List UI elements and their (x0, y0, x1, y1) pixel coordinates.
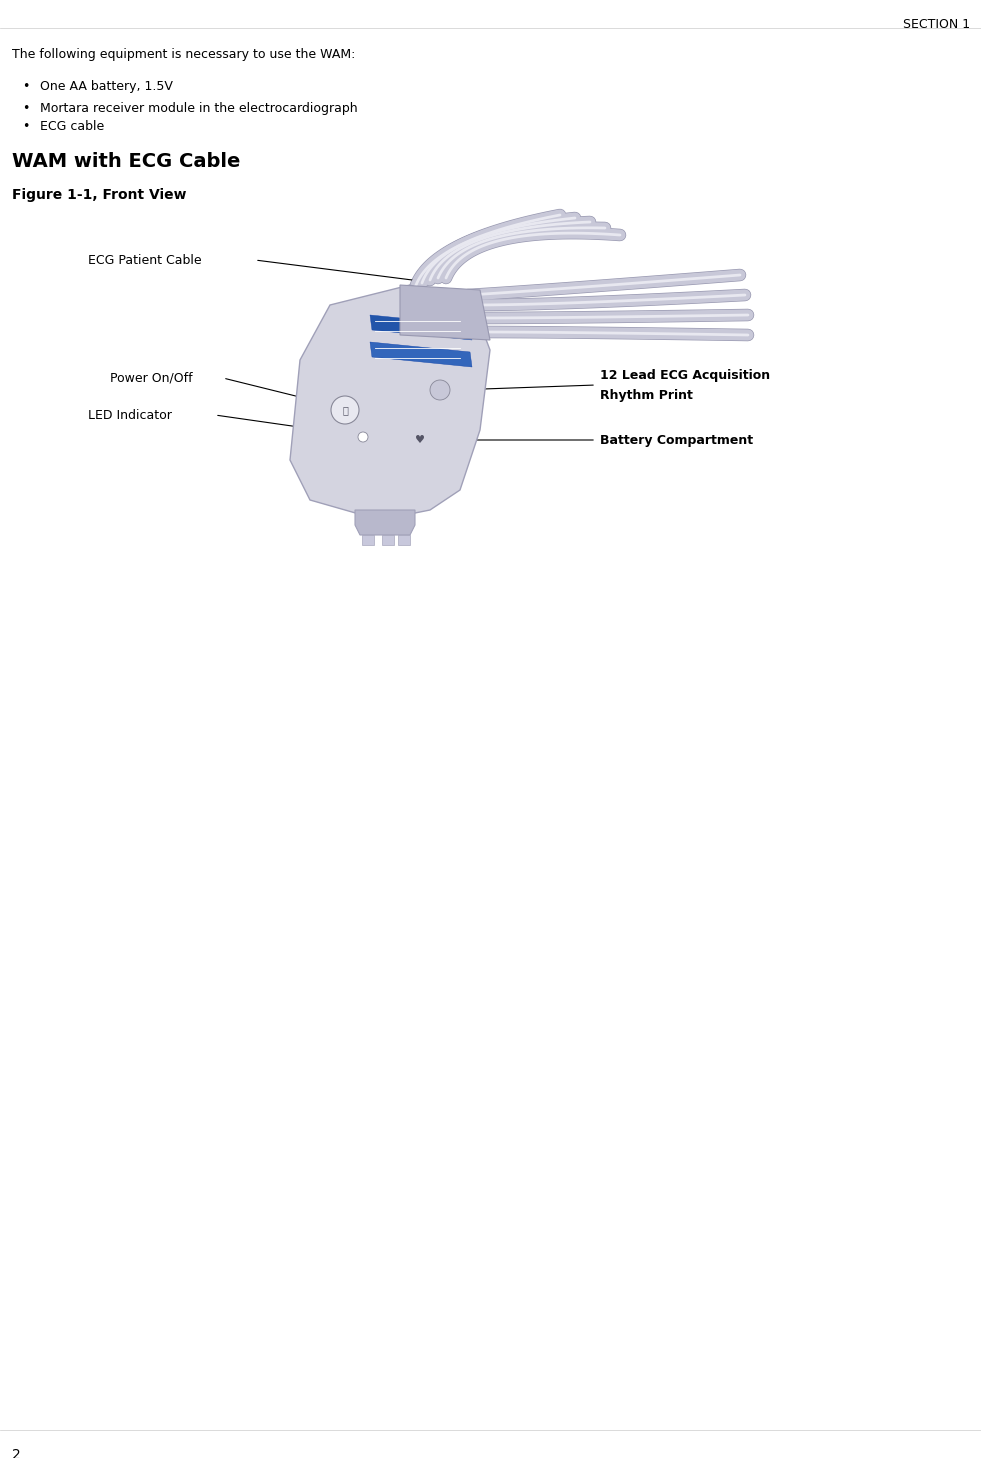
Polygon shape (370, 315, 472, 340)
Text: 12 Lead ECG Acquisition: 12 Lead ECG Acquisition (600, 369, 770, 382)
Text: SECTION 1: SECTION 1 (903, 17, 970, 31)
Bar (398, 535, 410, 545)
Text: ⏻: ⏻ (342, 405, 348, 416)
Text: WAM with ECG Cable: WAM with ECG Cable (12, 152, 240, 171)
Text: The following equipment is necessary to use the WAM:: The following equipment is necessary to … (12, 48, 355, 61)
Text: LED Indicator: LED Indicator (88, 408, 172, 421)
Bar (362, 535, 374, 545)
Text: ♥: ♥ (415, 434, 425, 445)
Text: •: • (22, 80, 29, 93)
Text: Mortara receiver module in the electrocardiograph: Mortara receiver module in the electroca… (40, 102, 358, 115)
Text: ECG Patient Cable: ECG Patient Cable (88, 254, 202, 267)
Circle shape (430, 381, 450, 399)
Circle shape (331, 397, 359, 424)
Text: ECG cable: ECG cable (40, 120, 104, 133)
Text: Figure 1-1, Front View: Figure 1-1, Front View (12, 188, 186, 203)
Polygon shape (400, 284, 490, 340)
Text: 2: 2 (12, 1448, 21, 1458)
Bar (382, 535, 394, 545)
Circle shape (358, 432, 368, 442)
Text: •: • (22, 102, 29, 115)
Text: One AA battery, 1.5V: One AA battery, 1.5V (40, 80, 173, 93)
Text: Battery Compartment: Battery Compartment (600, 433, 753, 446)
Polygon shape (370, 343, 472, 367)
Text: Power On/Off: Power On/Off (110, 372, 192, 385)
Polygon shape (290, 284, 490, 521)
Text: •: • (22, 120, 29, 133)
Polygon shape (355, 510, 415, 535)
Text: Rhythm Print: Rhythm Print (600, 388, 693, 401)
